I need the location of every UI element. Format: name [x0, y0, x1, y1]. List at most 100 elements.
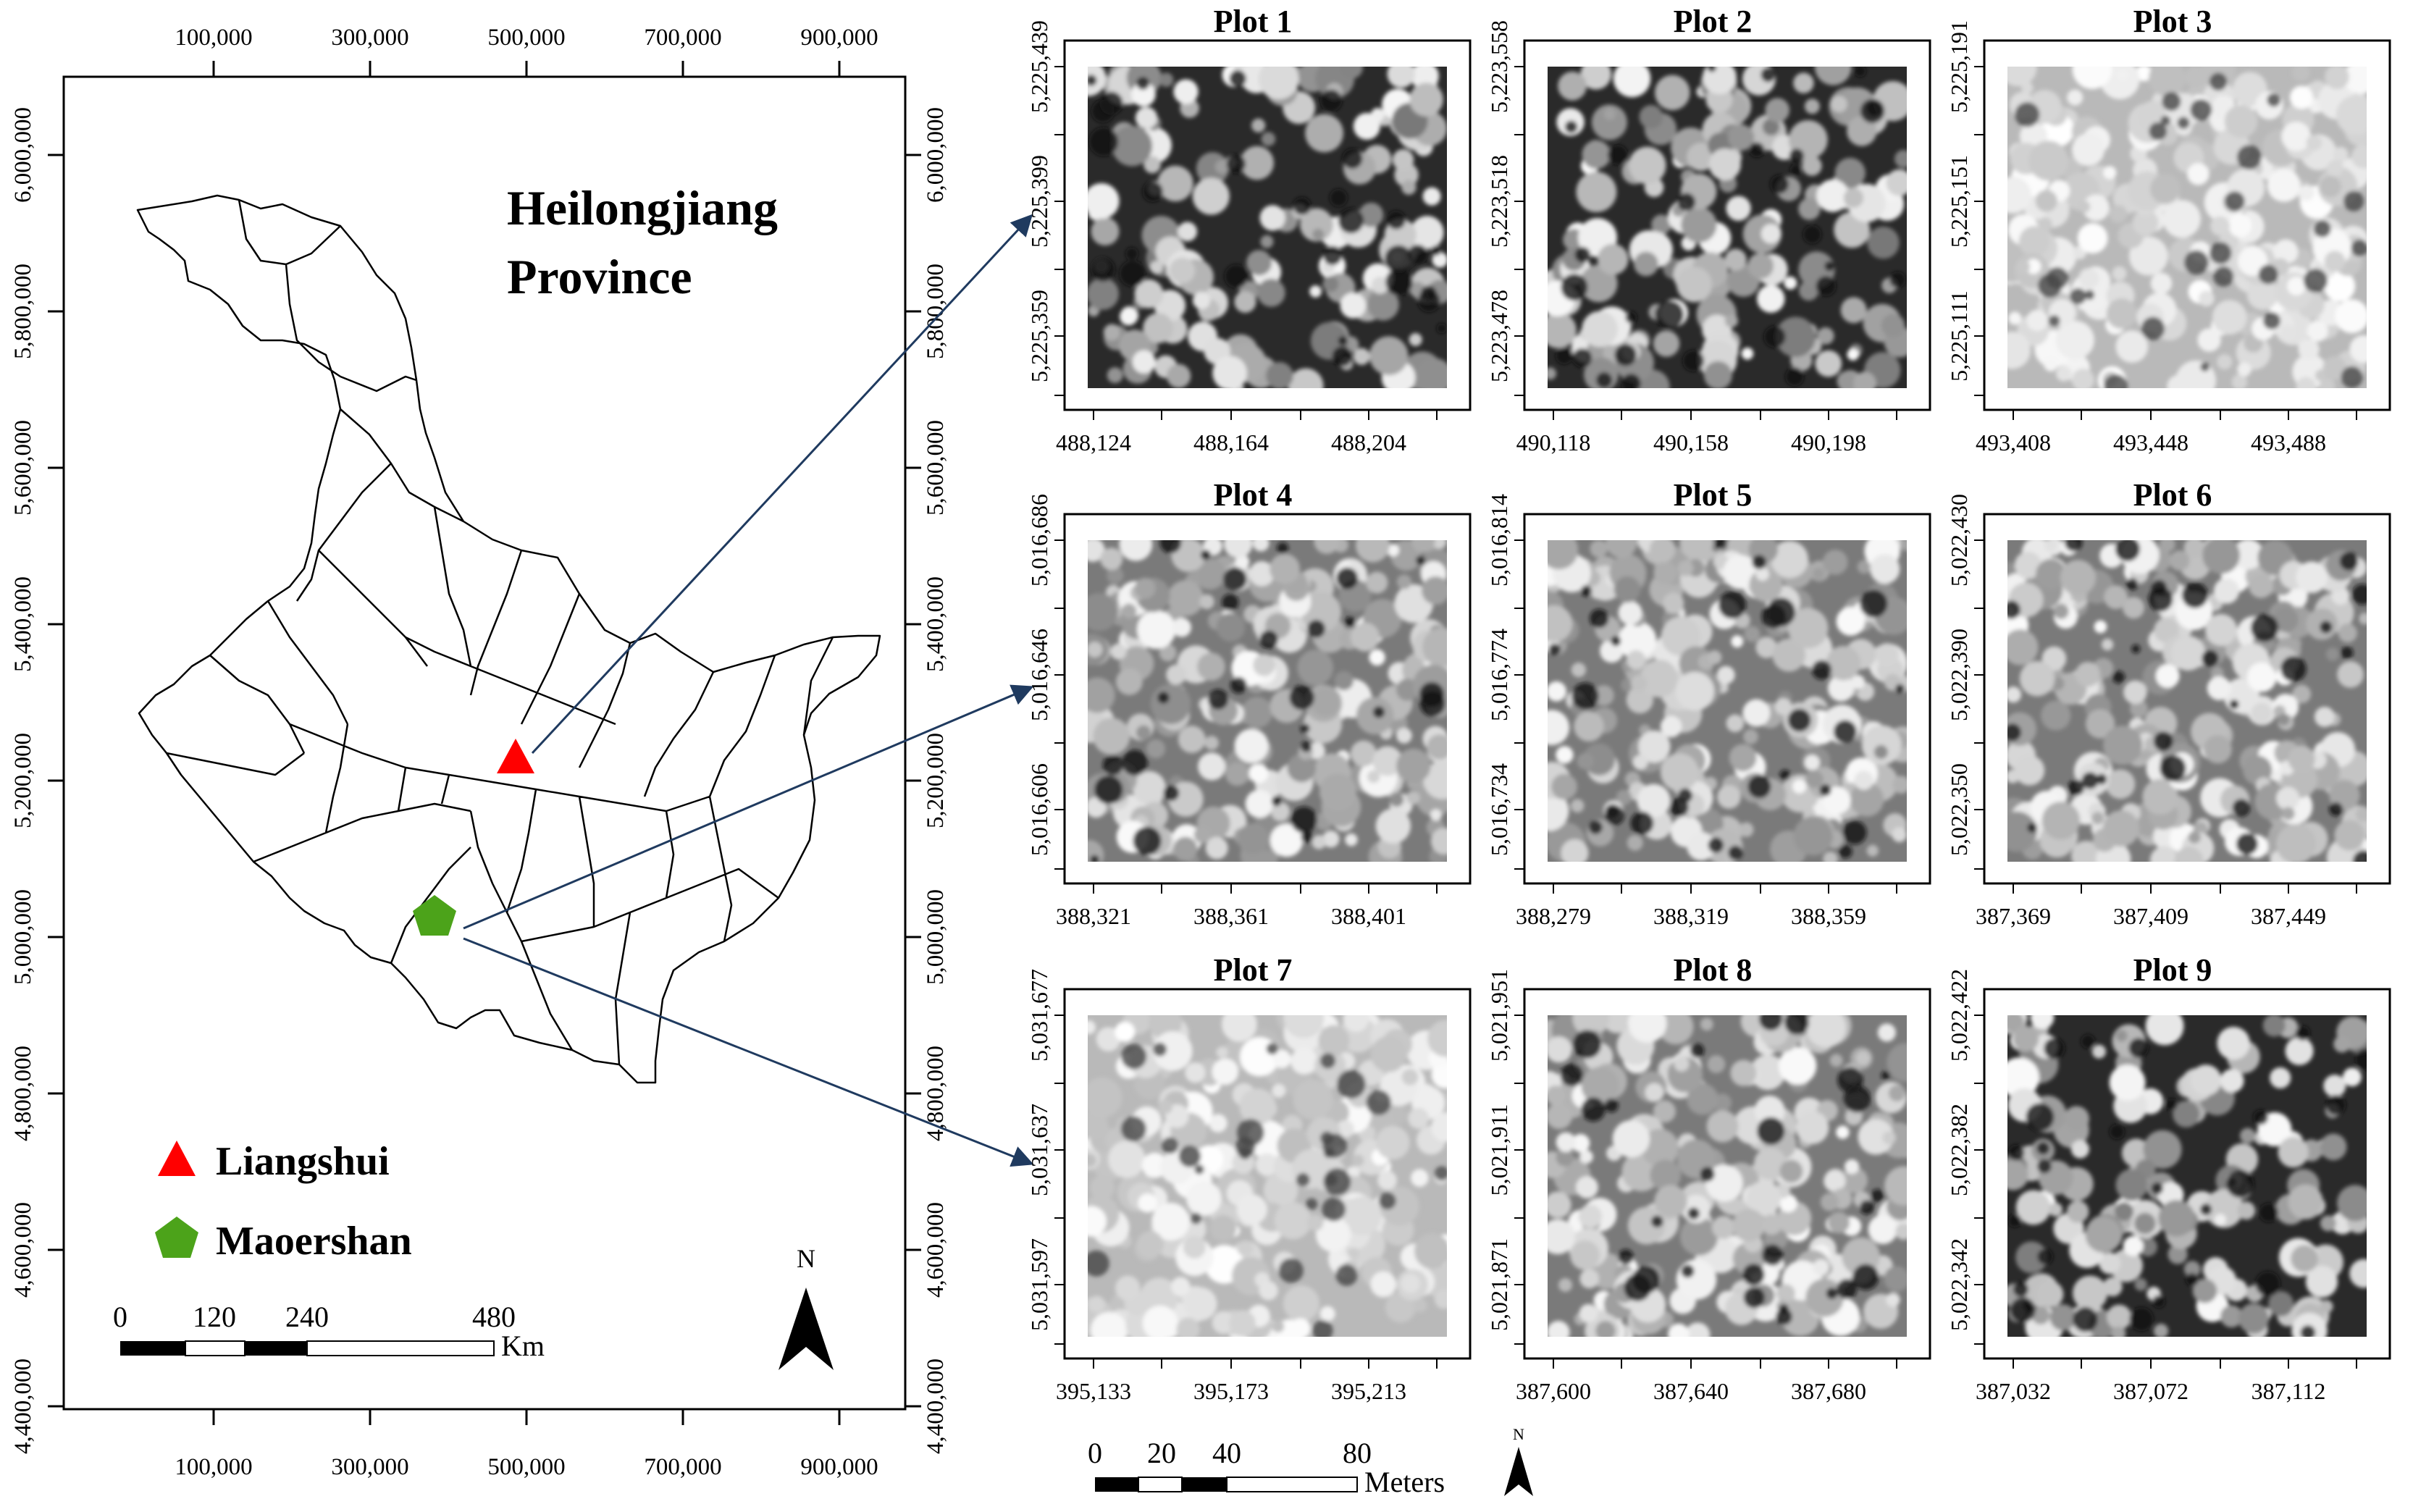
- canopy-image: [1548, 1015, 1907, 1337]
- plot-x-tick: 387,409: [2113, 903, 2189, 929]
- liangshui-marker: [497, 739, 534, 773]
- plot-panel: Plot 8 387,600 387,640 387,680 5,021,951 5,02…: [1486, 952, 1931, 1404]
- plot-panel: Plot 4 388,321 388,361 388,401 5,016,686 5,01…: [1026, 477, 1472, 929]
- site-to-plot-arrows: [463, 214, 1034, 1167]
- meters-scalebar-tick: 20: [1147, 1437, 1176, 1469]
- plot-x-tick: 395,133: [1056, 1378, 1131, 1404]
- plot-title: Plot 9: [2133, 952, 2212, 988]
- km-scalebar-tick: 120: [193, 1301, 236, 1333]
- province-y-tick: 4,800,000: [10, 1046, 36, 1141]
- plot-y-tick: 5,021,871: [1486, 1238, 1512, 1331]
- province-x-tick: 100,000: [175, 25, 252, 51]
- plot-x-tick: 388,361: [1193, 903, 1269, 929]
- canopy-image: [1088, 1015, 1447, 1337]
- liangshui-legend-label: Liangshui: [216, 1139, 390, 1184]
- province-y-tick: 5,800,000: [923, 264, 949, 359]
- province-y-ticks-right: 6,000,000 5,800,000 5,600,000 5,400,000 5,20…: [905, 107, 949, 1454]
- province-title-line2: Province: [507, 249, 692, 304]
- province-x-tick: 700,000: [644, 25, 721, 51]
- plot-y-tick: 5,225,359: [1026, 290, 1052, 382]
- plot-y-tick: 5,016,734: [1486, 763, 1512, 856]
- plot-title: Plot 4: [1214, 477, 1293, 513]
- plot-x-tick: 387,680: [1791, 1378, 1866, 1404]
- province-x-tick: 900,000: [800, 25, 878, 51]
- plot-panel: Plot 6 387,369 387,409 387,449 5,022,430 5,02…: [1946, 477, 2391, 929]
- plot-x-tick: 387,640: [1653, 1378, 1729, 1404]
- maoershan-legend-symbol: [155, 1217, 198, 1258]
- province-legend: Liangshui Maoershan: [155, 1139, 412, 1264]
- arrow-maoershan-row2: [463, 684, 1034, 930]
- plot-y-tick: 5,016,814: [1486, 494, 1512, 587]
- plot-y-tick: 5,022,390: [1946, 629, 1972, 721]
- province-y-tick: 5,800,000: [10, 264, 36, 359]
- province-y-tick: 4,600,000: [10, 1202, 36, 1298]
- plot-y-tick: 5,016,646: [1026, 629, 1052, 721]
- meters-scalebar-unit: Meters: [1364, 1466, 1445, 1498]
- km-scalebar-tick: 480: [472, 1301, 516, 1333]
- plot-x-tick: 488,204: [1331, 429, 1406, 455]
- plot-y-tick: 5,223,518: [1486, 155, 1512, 248]
- plot-title: Plot 3: [2133, 4, 2212, 39]
- liangshui-legend-symbol: [158, 1141, 196, 1176]
- plot-panel: Plot 3 493,408 493,448 493,488 5,225,191 5,22…: [1946, 4, 2391, 455]
- province-y-tick: 4,800,000: [923, 1046, 949, 1141]
- maoershan-legend-label: Maoershan: [216, 1219, 412, 1264]
- plot-x-tick: 490,118: [1516, 429, 1591, 455]
- plot-y-tick: 5,022,422: [1946, 969, 1972, 1062]
- plot-y-tick: 5,225,111: [1946, 290, 1972, 382]
- plot-y-tick: 5,225,191: [1946, 20, 1972, 113]
- canopy-image: [2007, 67, 2367, 388]
- plot-y-tick: 5,225,151: [1946, 155, 1972, 248]
- province-y-tick: 5,200,000: [923, 733, 949, 828]
- plot-x-tick: 488,164: [1193, 429, 1269, 455]
- meters-scalebar-tick: 80: [1343, 1437, 1372, 1469]
- province-y-tick: 6,000,000: [10, 107, 36, 203]
- plot-x-tick: 388,359: [1791, 903, 1866, 929]
- plot-title: Plot 1: [1214, 4, 1293, 39]
- plot-panel: Plot 7 395,133 395,173 395,213 5,031,677 5,03…: [1026, 952, 1472, 1404]
- province-x-tick: 300,000: [331, 25, 408, 51]
- plot-x-tick: 395,173: [1193, 1378, 1269, 1404]
- plot-x-tick: 388,319: [1653, 903, 1729, 929]
- plot-y-tick: 5,225,439: [1026, 20, 1052, 113]
- plot-title: Plot 7: [1214, 952, 1293, 988]
- province-y-tick: 5,000,000: [923, 889, 949, 985]
- province-y-tick: 5,400,000: [10, 576, 36, 672]
- province-y-tick: 5,600,000: [10, 420, 36, 516]
- plot-title: Plot 8: [1674, 952, 1753, 988]
- province-y-tick: 4,400,000: [923, 1358, 949, 1454]
- plot-y-tick: 5,021,951: [1486, 969, 1512, 1062]
- province-x-ticks-bottom: 100,000 300,000 500,000 700,000 900,000: [175, 1454, 878, 1480]
- canopy-image: [2007, 1015, 2367, 1337]
- plot-y-tick: 5,223,478: [1486, 290, 1512, 382]
- plot-x-tick: 493,488: [2251, 429, 2326, 455]
- province-y-ticks-left: 6,000,000 5,800,000 5,600,000 5,400,000 5,20…: [10, 107, 64, 1454]
- plots-north-arrow-icon: N: [1504, 1425, 1533, 1496]
- plot-y-tick: 5,225,399: [1026, 155, 1052, 248]
- canopy-image: [1548, 67, 1907, 388]
- plot-x-tick: 387,600: [1516, 1378, 1591, 1404]
- plot-x-tick: 488,124: [1056, 429, 1131, 455]
- plot-y-tick: 5,022,430: [1946, 494, 1972, 587]
- arrow-maoershan-row3: [463, 937, 1034, 1167]
- canopy-image: [1088, 540, 1447, 862]
- heilongjiang-outline: [136, 194, 881, 1084]
- province-x-tick: 100,000: [175, 1454, 252, 1480]
- plot-y-tick: 5,016,606: [1026, 763, 1052, 856]
- plot-y-tick: 5,031,637: [1026, 1104, 1052, 1196]
- canopy-image: [1548, 540, 1907, 862]
- plot-title: Plot 2: [1674, 4, 1753, 39]
- km-scalebar-unit: Km: [501, 1330, 545, 1362]
- meters-scalebar-tick: 40: [1212, 1437, 1241, 1469]
- plot-y-tick: 5,031,597: [1026, 1238, 1052, 1331]
- province-y-tick: 6,000,000: [923, 107, 949, 203]
- km-scalebar-tick: 240: [285, 1301, 329, 1333]
- plot-x-tick: 493,448: [2113, 429, 2189, 455]
- province-y-tick: 4,600,000: [923, 1202, 949, 1298]
- province-x-tick: 500,000: [487, 1454, 565, 1480]
- canopy-image: [1088, 67, 1447, 388]
- plot-x-tick: 387,449: [2251, 903, 2326, 929]
- canopy-image: [2007, 540, 2367, 862]
- province-map-frame: [62, 75, 907, 1411]
